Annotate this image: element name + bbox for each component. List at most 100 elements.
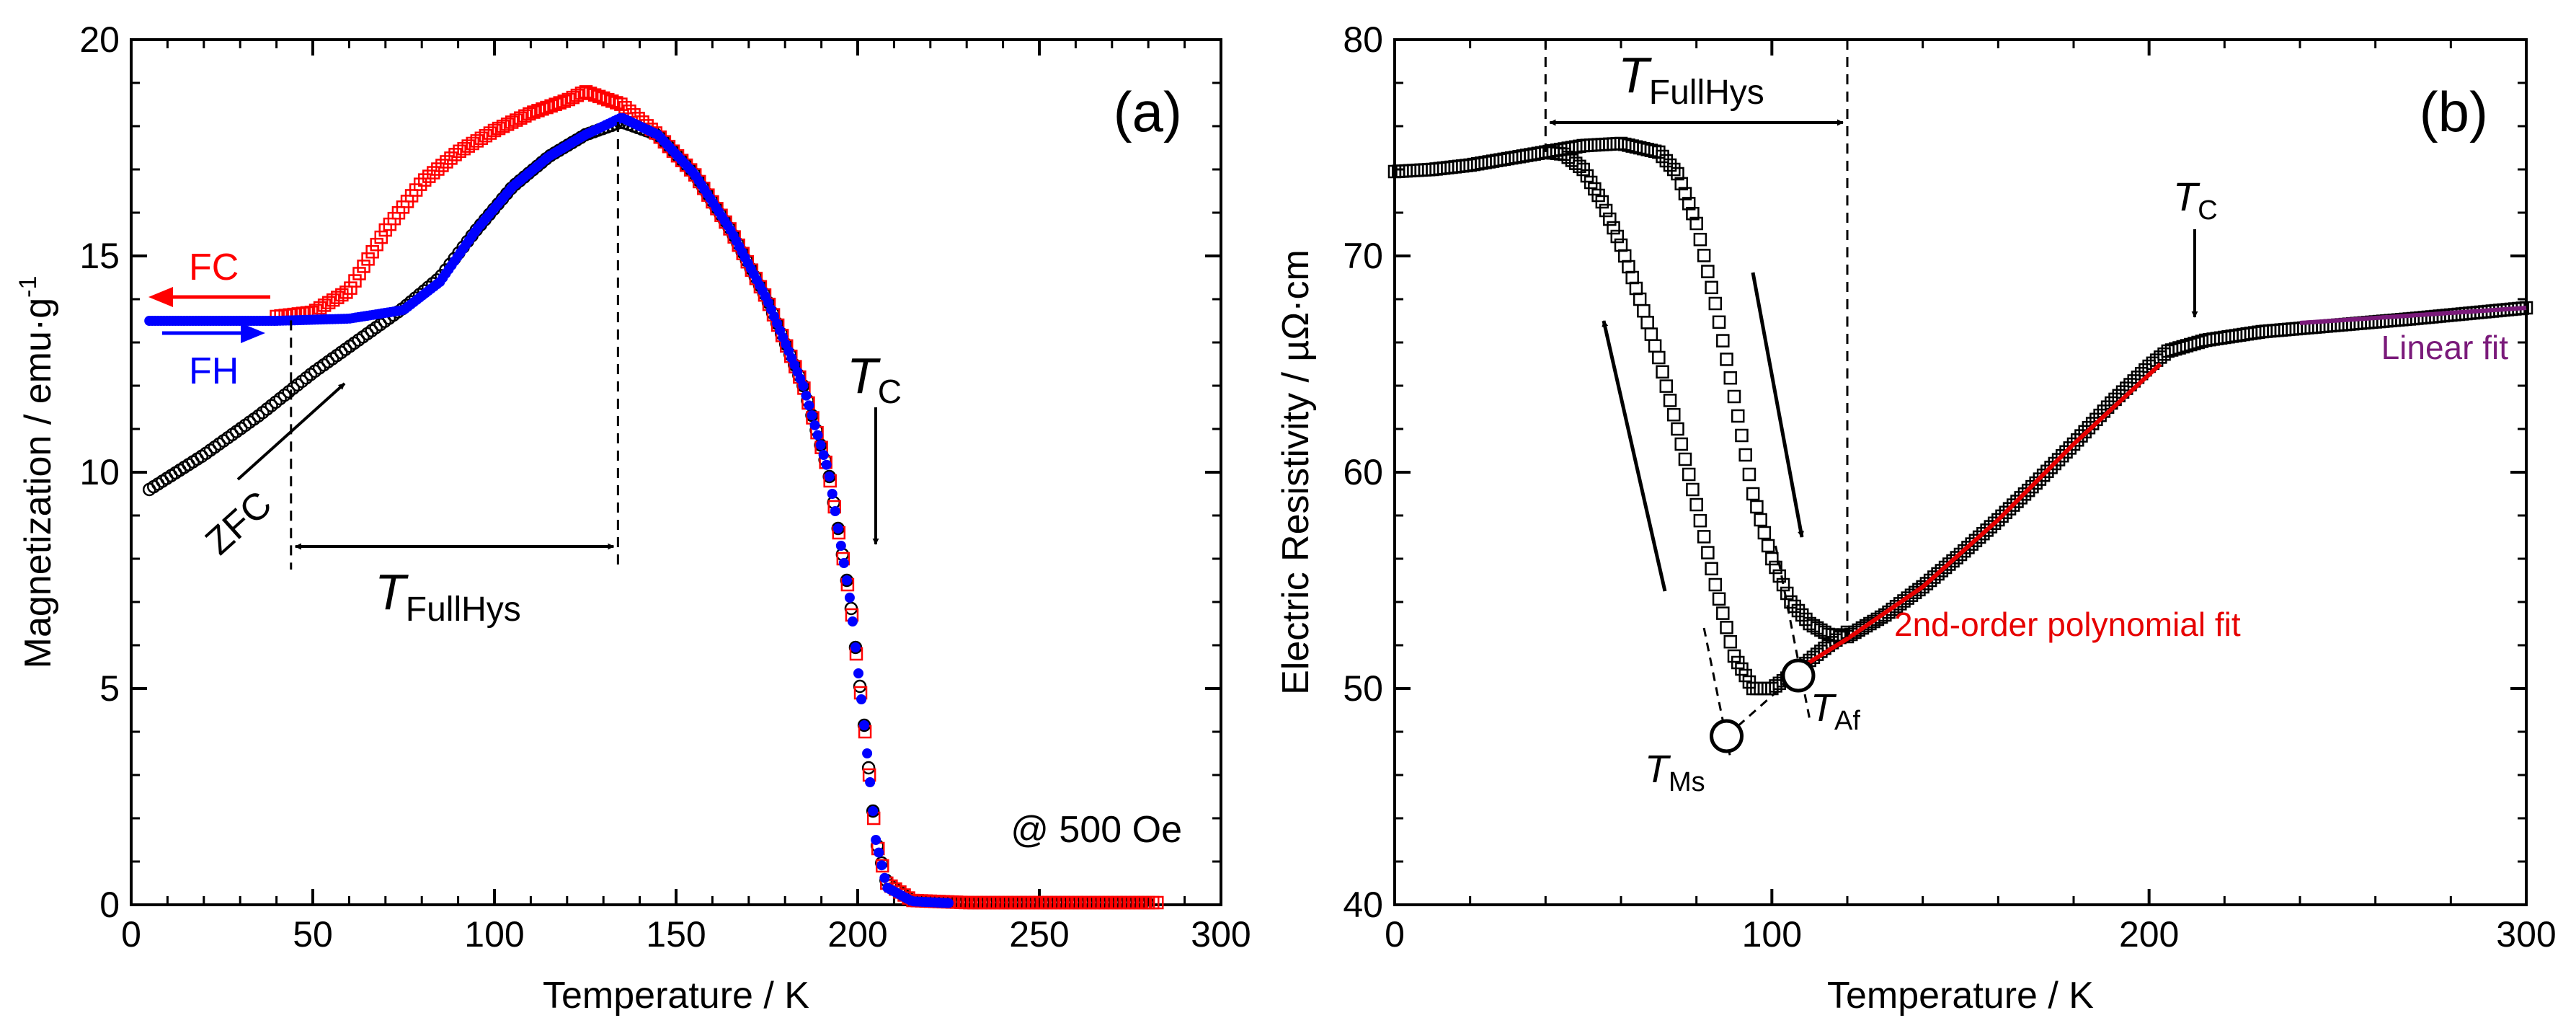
fc-series-point: [614, 97, 628, 111]
heating-series-point: [1727, 389, 1741, 404]
fh-series-point: [856, 694, 867, 704]
x-tick-label: 0: [121, 914, 141, 955]
heating-series-point: [1603, 137, 1617, 151]
heating-series-point: [1987, 516, 2002, 531]
cooling-series-point: [1652, 350, 1666, 365]
cooling-series-point: [1723, 634, 1738, 649]
cooling-series-point: [1667, 407, 1681, 422]
fh-series-point: [853, 668, 864, 678]
cooling-series-point: [1573, 159, 1586, 174]
fh-series-point: [838, 558, 849, 568]
heating-series-point: [1980, 523, 1994, 537]
heating-series-point: [2262, 324, 2277, 338]
heating-series-point: [1757, 526, 1772, 540]
heating-series-point: [1723, 371, 1738, 385]
cooling-series-point: [1617, 249, 1632, 263]
heating-series-point: [1689, 216, 1703, 231]
cooling-series-point: [1689, 497, 1703, 512]
cooling-series-point: [1708, 577, 1723, 592]
cooling-series-point: [1418, 163, 1432, 177]
heating-direction-arrow: [1751, 272, 1804, 538]
cooling-series-point: [1395, 164, 1409, 178]
y-tick-label: 60: [1343, 452, 1383, 492]
zfc-series: [142, 115, 1155, 910]
fh-series-point: [879, 872, 890, 883]
fc-series-point: [487, 123, 502, 138]
fc-series-point: [435, 159, 449, 172]
panel-b: 0 100 200 300 40 50 60 70 80 Electric Resistivit…: [1275, 19, 2557, 1017]
fh-series-point: [850, 642, 861, 652]
cooling-series-point: [1414, 163, 1428, 177]
cooling-series-point: [1720, 621, 1733, 634]
heating-series-point: [1784, 595, 1798, 609]
heating-series-point: [2048, 456, 2062, 471]
y-tick-label: 10: [79, 452, 120, 492]
cooling-series-point: [1403, 164, 1417, 178]
cooling-series-point: [1421, 163, 1436, 177]
heating-series-point: [2021, 483, 2035, 497]
fc-series-point: [500, 118, 515, 131]
fc-label: FC: [189, 247, 239, 288]
fh-series-point: [841, 575, 852, 585]
fc-series-point: [557, 94, 572, 108]
fc-series-point: [374, 230, 388, 244]
heating-series-point: [1667, 162, 1681, 177]
fc-series-point: [422, 169, 436, 183]
heating-series-point: [1950, 551, 1964, 565]
heating-series-point: [1769, 560, 1782, 575]
heating-series-point: [2070, 433, 2084, 447]
x-tick-label: 150: [646, 914, 706, 955]
heating-series-point: [2278, 323, 2292, 337]
fh-series-point: [812, 430, 823, 440]
heating-series-point: [1961, 541, 1975, 554]
heating-series-point: [1765, 552, 1779, 566]
fc-series-point: [417, 173, 432, 187]
fullhys-label: TFullHys: [375, 564, 521, 629]
heating-series-point: [1787, 599, 1801, 614]
fc-series-point: [505, 115, 519, 129]
fh-series-point: [859, 720, 870, 730]
heating-series-point: [2056, 448, 2069, 463]
fh-series-point: [832, 523, 843, 534]
heating-series-point: [2040, 464, 2054, 479]
heating-series-point: [1772, 569, 1787, 583]
fc-series-point: [527, 105, 541, 119]
fh-series: [144, 112, 954, 908]
cooling-series-point: [1716, 606, 1730, 620]
fc-series-point: [548, 97, 562, 112]
heating-series-point: [2017, 487, 2032, 501]
fc-series-point: [444, 151, 458, 165]
poly-fit-series: [1800, 362, 2162, 669]
heating-series-point: [1708, 296, 1723, 311]
panel-a: 0 50 100 150 200 250 300 0 5 10 15 20 Magnetization…: [14, 19, 1251, 1017]
ticks: 0 50 100 150 200 250 300 0 5 10 15 20: [79, 19, 1251, 955]
x-tick-label: 300: [2496, 914, 2556, 955]
heating-series-point: [2007, 498, 2020, 512]
fc-series-point: [566, 90, 580, 105]
cooling-series-point: [1697, 530, 1711, 544]
fc-series-point: [574, 87, 589, 100]
fh-series-point: [801, 390, 812, 401]
heating-series-point: [2066, 437, 2081, 451]
fc-series-point: [361, 252, 375, 266]
field-note: @ 500 Oe: [1011, 809, 1182, 851]
cooling-series-point: [1686, 482, 1700, 497]
fh-series-point: [871, 835, 881, 845]
heating-series-point: [1716, 334, 1730, 347]
fc-series-point: [583, 87, 598, 100]
fh-series-point: [865, 777, 876, 787]
x-tick-label: 300: [1191, 914, 1251, 955]
x-axis-title: Temperature / K: [1827, 975, 2094, 1017]
heating-series-point: [1791, 603, 1806, 618]
heating-series-point: [1599, 137, 1613, 151]
heating-series-point: [1957, 544, 1971, 558]
ticks: 0 100 200 300 40 50 60 70 80: [1343, 19, 2556, 955]
fc-series-point: [1150, 895, 1164, 910]
fc-series-point: [600, 92, 615, 107]
x-tick-label: 50: [293, 914, 333, 955]
heating-series-point: [1682, 197, 1696, 211]
heating-series-point: [1659, 154, 1674, 168]
fh-series-point: [827, 489, 838, 499]
x-tick-label: 250: [1009, 914, 1069, 955]
panel-label: (a): [1114, 80, 1182, 143]
